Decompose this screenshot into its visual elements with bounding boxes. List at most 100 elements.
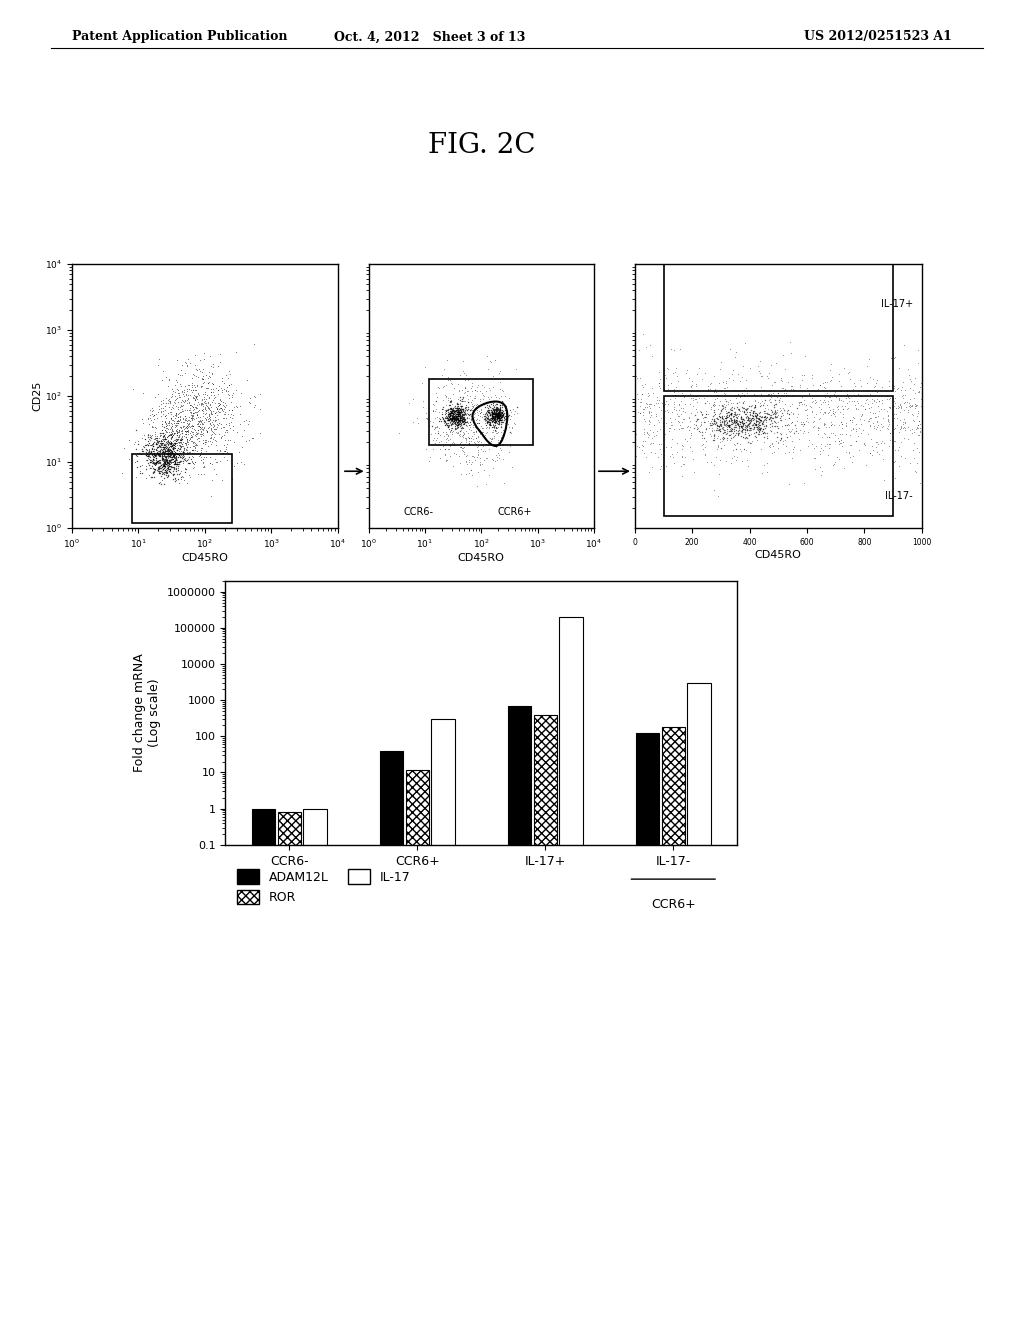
Point bbox=[723, 418, 739, 440]
Point bbox=[179, 416, 196, 437]
Point bbox=[437, 403, 454, 424]
Point bbox=[791, 391, 807, 412]
Point bbox=[848, 430, 864, 451]
Point bbox=[897, 379, 913, 400]
Point bbox=[137, 438, 154, 459]
Point bbox=[815, 401, 831, 422]
Point bbox=[162, 445, 178, 466]
Point bbox=[485, 407, 502, 428]
Point bbox=[835, 407, 851, 428]
Point bbox=[449, 409, 465, 430]
Point bbox=[460, 412, 476, 433]
Point bbox=[773, 403, 790, 424]
Point bbox=[718, 371, 734, 392]
Point bbox=[450, 405, 466, 426]
Point bbox=[826, 425, 843, 446]
Point bbox=[726, 411, 742, 432]
Point bbox=[495, 404, 511, 425]
Point bbox=[158, 438, 174, 459]
Point bbox=[439, 407, 456, 428]
Point bbox=[160, 375, 176, 396]
Point bbox=[748, 405, 764, 426]
Point bbox=[490, 421, 507, 442]
Point bbox=[773, 391, 790, 412]
Point bbox=[161, 455, 177, 477]
Point bbox=[147, 440, 164, 461]
Point bbox=[444, 400, 461, 421]
Point bbox=[160, 440, 176, 461]
Point bbox=[444, 400, 461, 421]
Point bbox=[148, 432, 165, 453]
Point bbox=[721, 421, 737, 442]
Point bbox=[741, 441, 758, 462]
Point bbox=[186, 375, 203, 396]
Point bbox=[765, 383, 781, 404]
Point bbox=[443, 400, 460, 421]
Point bbox=[199, 421, 215, 442]
Point bbox=[706, 428, 722, 449]
Point bbox=[158, 447, 174, 469]
Point bbox=[171, 420, 187, 441]
Point bbox=[782, 378, 799, 399]
Point bbox=[155, 360, 171, 381]
Point bbox=[821, 396, 838, 417]
Point bbox=[156, 463, 172, 484]
Point bbox=[150, 442, 166, 463]
Point bbox=[181, 436, 198, 457]
Point bbox=[206, 414, 222, 436]
Point bbox=[490, 397, 507, 418]
Point bbox=[634, 374, 650, 395]
Point bbox=[156, 457, 172, 478]
Point bbox=[441, 397, 458, 418]
Point bbox=[450, 409, 466, 430]
Point bbox=[163, 433, 179, 454]
Point bbox=[732, 387, 749, 408]
Point bbox=[640, 426, 656, 447]
Point bbox=[697, 411, 714, 432]
Point bbox=[161, 461, 177, 482]
Point bbox=[447, 400, 464, 421]
Point bbox=[479, 407, 496, 428]
Point bbox=[486, 407, 503, 428]
Point bbox=[741, 417, 758, 438]
Point bbox=[484, 403, 501, 424]
Point bbox=[160, 442, 176, 463]
Point bbox=[178, 416, 195, 437]
Point bbox=[175, 416, 191, 437]
Point bbox=[810, 420, 826, 441]
Point bbox=[449, 409, 465, 430]
Point bbox=[132, 461, 148, 482]
Point bbox=[795, 412, 811, 433]
Point bbox=[461, 432, 477, 453]
Point bbox=[165, 433, 181, 454]
Point bbox=[736, 385, 753, 407]
Point bbox=[165, 438, 181, 459]
Point bbox=[709, 420, 725, 441]
Point bbox=[509, 403, 525, 424]
Point bbox=[136, 425, 153, 446]
Point bbox=[492, 408, 508, 429]
Point bbox=[152, 445, 168, 466]
Point bbox=[853, 393, 869, 414]
Point bbox=[194, 418, 210, 440]
Point bbox=[725, 422, 741, 444]
Point bbox=[434, 399, 451, 420]
Point bbox=[873, 416, 890, 437]
Point bbox=[446, 400, 463, 421]
Point bbox=[501, 442, 517, 463]
Point bbox=[137, 458, 154, 479]
Point bbox=[133, 440, 150, 461]
Point bbox=[172, 401, 188, 422]
Point bbox=[156, 430, 172, 451]
Point bbox=[177, 420, 194, 441]
Point bbox=[484, 416, 501, 437]
Point bbox=[869, 381, 886, 403]
Point bbox=[453, 396, 469, 417]
Point bbox=[494, 404, 510, 425]
Point bbox=[494, 405, 510, 426]
Point bbox=[176, 405, 193, 426]
Point bbox=[697, 445, 714, 466]
Point bbox=[888, 404, 904, 425]
Point bbox=[167, 405, 183, 426]
Point bbox=[161, 450, 177, 471]
